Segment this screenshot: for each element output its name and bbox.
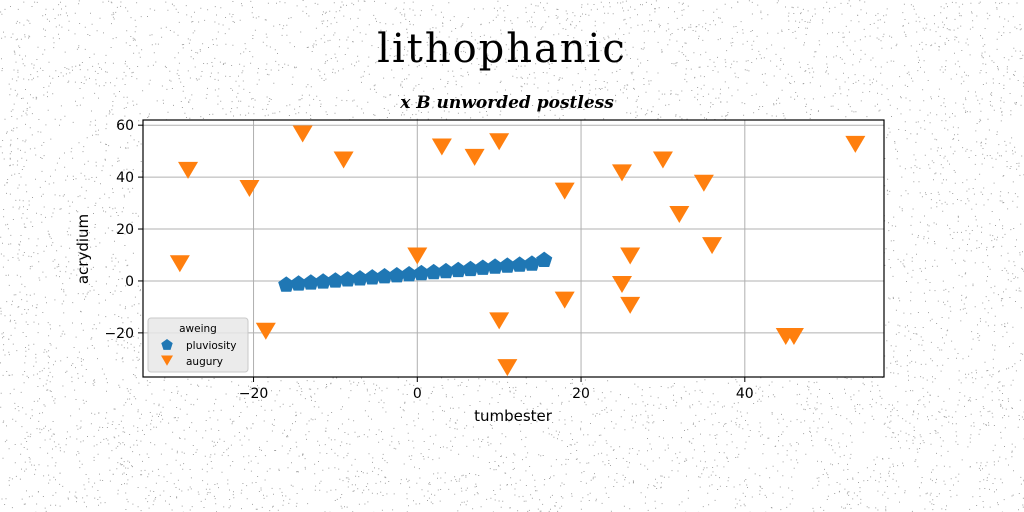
x-tick-label: −20 [239,386,269,402]
y-tick-label: −20 [104,326,134,342]
x-axis-label: tumbester [474,407,553,425]
legend-label-pluviosity: pluviosity [186,340,237,352]
y-axis-ticks: −20 0 20 40 60 [104,118,143,342]
y-tick-label: 60 [116,118,134,134]
legend: aweing pluviosity augury [148,318,248,372]
x-tick-label: 40 [736,386,754,402]
x-tick-label: 0 [413,386,422,402]
legend-label-augury: augury [186,356,223,368]
x-axis-ticks: −20 0 20 40 [239,377,754,402]
y-tick-label: 40 [116,170,134,186]
y-tick-label: 0 [125,274,134,290]
x-tick-label: 20 [572,386,590,402]
axes-title: x B unworded postless [399,93,614,113]
legend-title: aweing [179,323,217,335]
figure-suptitle: lithophanic [377,26,627,72]
y-axis-label: acrydium [74,214,92,284]
y-tick-label: 20 [116,222,134,238]
axes-background [143,120,884,377]
